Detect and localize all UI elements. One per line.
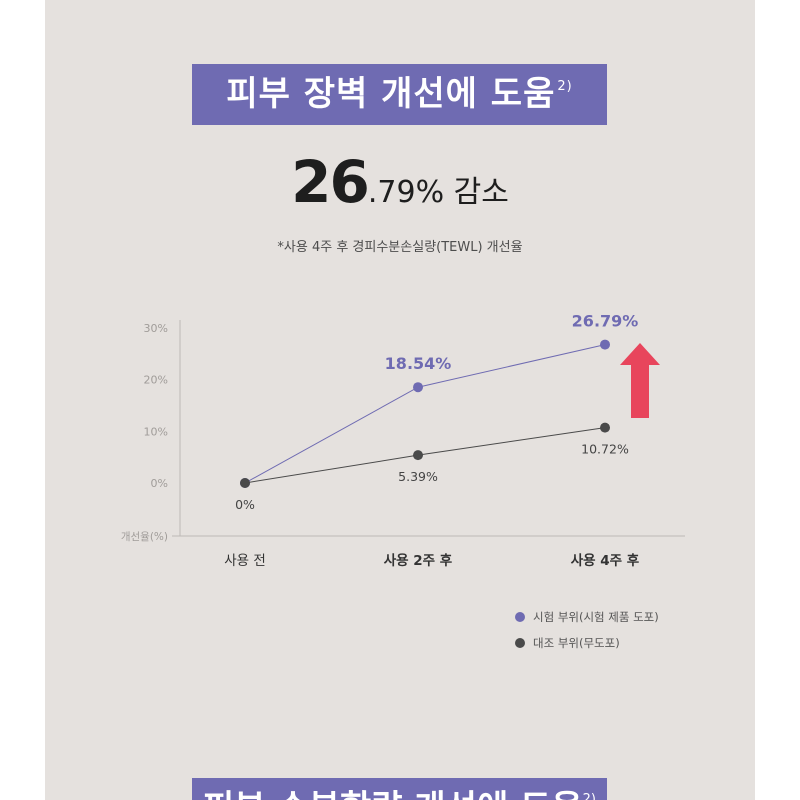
x-tick-label: 사용 2주 후 [384,553,453,569]
legend-label-control: 대조 부위(무도포) [533,636,620,650]
section-banner: 피부 장벽 개선에 도움 2) [192,64,607,125]
next-banner-title: 피부 수분함량 개선에 도움 [203,788,583,800]
y-tick-label: 0% [151,477,168,490]
banner-title: 피부 장벽 개선에 도움 [226,74,556,114]
y-tick-label: 10% [144,425,168,438]
data-label: 18.54% [385,354,452,373]
line-chart: 30% 20% 10% 0% 개선율(%) 사용 전 사용 2주 후 사용 4주 후 18.54… [121,312,685,569]
y-tick-label: 20% [144,374,168,387]
data-point [600,422,610,433]
headline-stat: 26.79% 감소 [45,148,755,216]
chart-note: *사용 4주 후 경피수분손실량(TEWL) 개선율 [277,240,523,255]
up-arrow-icon [620,343,660,418]
legend-item-test: 시험 부위(시험 제품 도포) [515,609,735,625]
data-label: 5.39% [398,469,438,484]
y-axis-title: 개선율(%) [121,531,168,543]
y-tick-label: 30% [144,322,168,335]
content-panel: 피부 장벽 개선에 도움 2) 26.79% 감소 *사용 4주 후 경피수분손실… [45,0,755,800]
x-tick-label: 사용 4주 후 [571,553,640,569]
banner-footnote: 2) [557,79,573,94]
legend-item-control: 대조 부위(무도포) [515,635,735,651]
next-banner-footnote: 2) [582,792,596,800]
data-label: 0% [235,497,255,512]
data-label: 26.79% [572,312,639,331]
next-section-banner: 피부 수분함량 개선에 도움2) [192,778,607,800]
x-tick-label: 사용 전 [224,553,266,569]
data-point [600,339,610,350]
legend-label-test: 시험 부위(시험 제품 도포) [533,610,659,624]
data-point [413,382,423,393]
headline-small: .79% 감소 [367,175,509,210]
legend-dot-control [515,638,525,648]
data-label: 10.72% [581,442,629,457]
headline-big: 26 [291,148,370,216]
data-point [240,478,250,488]
data-point [413,450,423,461]
legend-dot-test [515,612,525,622]
